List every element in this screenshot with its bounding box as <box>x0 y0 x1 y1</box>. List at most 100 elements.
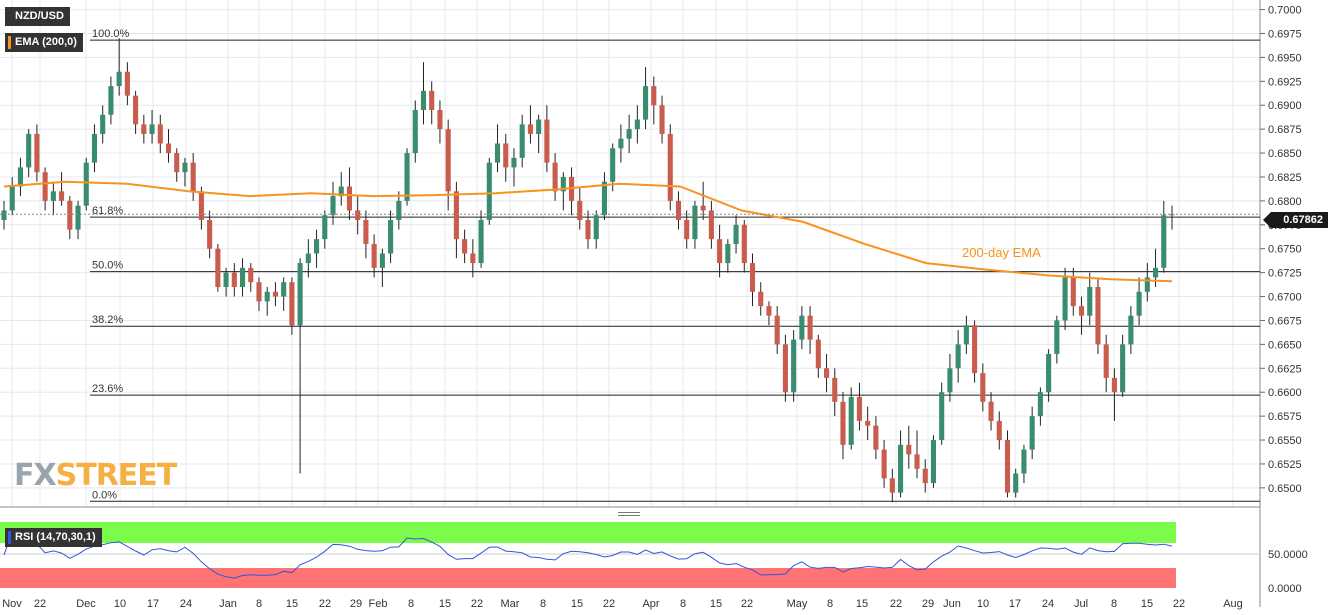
candle-body <box>996 420 1002 441</box>
candle-body <box>149 124 155 134</box>
y-tick-label: 0.6575 <box>1268 411 1302 423</box>
candle-body <box>404 153 410 201</box>
candle-body <box>914 454 920 469</box>
candle-body <box>478 220 484 264</box>
candle-body <box>552 162 558 192</box>
candle-body <box>412 110 418 154</box>
y-tick-label: 0.6900 <box>1268 100 1302 112</box>
candle-body <box>708 210 714 240</box>
x-tick-label: 8 <box>256 598 262 610</box>
candle-body <box>1054 320 1060 354</box>
candle-body <box>330 196 336 216</box>
candle-body <box>1037 392 1043 417</box>
y-tick-label: 0.6975 <box>1268 28 1302 40</box>
candle-body <box>256 282 262 302</box>
fib-level-label: 61.8% <box>92 205 123 217</box>
x-tick-label: Jul <box>1074 598 1088 610</box>
candle-body <box>1152 267 1159 278</box>
candle-body <box>560 176 566 192</box>
y-tick-label: 0.6525 <box>1268 459 1302 471</box>
x-tick-label: Feb <box>369 598 388 610</box>
candle-body <box>453 191 459 240</box>
ema-200-line <box>3 180 1173 283</box>
rsi-line <box>3 531 1173 579</box>
candle-body <box>618 138 624 149</box>
candle-body <box>26 133 32 168</box>
y-tick-label: 0.6675 <box>1268 315 1302 327</box>
candle-body <box>972 325 978 374</box>
ema-indicator-tag[interactable]: EMA (200,0) <box>5 33 83 52</box>
rsi-overbought-zone <box>0 522 1176 543</box>
candle-body <box>700 205 706 211</box>
fib-level-label: 100.0% <box>92 28 130 40</box>
candle-body <box>1087 286 1093 316</box>
candle-body <box>980 373 986 402</box>
ema-swatch-icon <box>8 36 11 49</box>
y-tick-label: 0.6725 <box>1268 268 1302 280</box>
candle-body <box>832 377 838 402</box>
x-tick-label: 24 <box>1042 598 1054 610</box>
x-tick-label: Aug <box>1223 598 1243 610</box>
ema-annotation-label: 200-day EMA <box>962 245 1041 260</box>
y-tick-label: 0.6850 <box>1268 148 1302 160</box>
candle-body <box>717 239 723 264</box>
candle-body <box>297 263 303 326</box>
candle-body <box>643 86 649 120</box>
panel-resize-handle-icon[interactable] <box>618 512 640 518</box>
x-tick-label: 22 <box>471 598 483 610</box>
candle-body <box>141 124 147 134</box>
candle-body <box>388 220 394 254</box>
candle-body <box>355 210 361 221</box>
fxstreet-logo: FXSTREET <box>14 458 177 493</box>
candle-body <box>1070 277 1076 307</box>
x-tick-label: Dec <box>76 598 96 610</box>
candle-body <box>544 119 550 163</box>
rsi-indicator-tag[interactable]: RSI (14,70,30,1) <box>5 528 102 547</box>
candle-body <box>75 205 81 230</box>
x-tick-label: 17 <box>1009 598 1021 610</box>
logo-part-fx: FX <box>14 458 57 493</box>
candle-body <box>527 124 533 134</box>
x-tick-label: 8 <box>408 598 414 610</box>
candle-body <box>725 243 731 264</box>
candle-body <box>133 95 139 125</box>
candle-body <box>305 253 311 264</box>
candle-body <box>1046 353 1052 393</box>
candle-body <box>922 468 928 484</box>
x-tick-label: 10 <box>977 598 989 610</box>
candle-body <box>881 449 887 479</box>
candle-body <box>1029 416 1035 450</box>
candle-body <box>519 124 525 158</box>
y-tick-label: 0.6700 <box>1268 292 1302 304</box>
candle-body <box>346 186 353 211</box>
candle-body <box>272 291 278 297</box>
candle-body <box>445 129 451 192</box>
candle-body <box>470 253 476 264</box>
x-tick-label: 8 <box>680 598 686 610</box>
y-tick-label: 0.6650 <box>1268 339 1302 351</box>
candle-body <box>338 186 344 197</box>
y-tick-label: 0.7000 <box>1268 5 1302 17</box>
x-tick-label: Apr <box>642 598 659 610</box>
candle-body <box>50 191 56 201</box>
x-tick-label: 24 <box>180 598 192 610</box>
y-tick-label: 0.6750 <box>1268 244 1302 256</box>
candle-body <box>733 224 739 244</box>
candle-body <box>659 105 665 134</box>
x-tick-label: 8 <box>827 598 833 610</box>
candle-body <box>248 267 254 283</box>
candle-body <box>1103 344 1109 378</box>
candle-body <box>511 157 517 168</box>
candle-body <box>840 401 846 445</box>
candle-body <box>684 220 690 240</box>
candle-body <box>1136 291 1142 316</box>
candle-body <box>379 253 385 268</box>
candle-body <box>601 181 608 216</box>
candle-body <box>9 186 15 211</box>
candle-body <box>774 315 780 345</box>
candle-body <box>1161 215 1167 268</box>
candle-body <box>124 71 130 96</box>
candle-body <box>1120 344 1126 393</box>
candle-body <box>83 162 89 206</box>
